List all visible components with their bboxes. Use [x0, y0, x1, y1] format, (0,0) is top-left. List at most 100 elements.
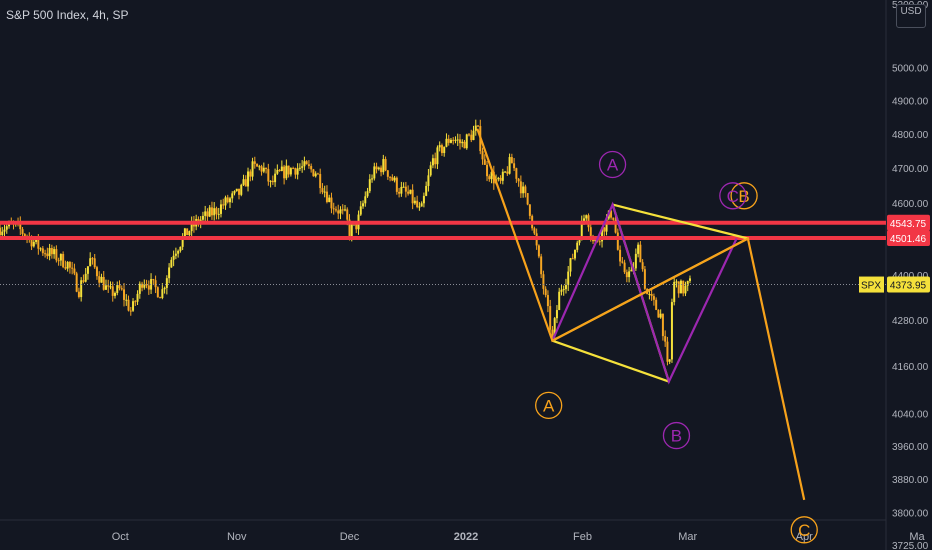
candle-body [578, 240, 581, 243]
currency-label: USD [900, 6, 922, 17]
candle-body [380, 167, 383, 173]
candle-body [673, 281, 676, 303]
candle-body [276, 169, 279, 174]
candle-body [411, 189, 414, 204]
candle-body [449, 139, 452, 143]
candle-body [355, 222, 358, 230]
candle-body [688, 278, 691, 281]
candle-body [682, 280, 685, 294]
candle-body [569, 258, 572, 272]
candle-body [93, 258, 96, 268]
wave-label-circle [730, 182, 758, 210]
candle-body [537, 245, 540, 257]
candle-body [346, 209, 349, 220]
candle-body [576, 242, 579, 250]
candle-body [684, 285, 687, 294]
candle-body [661, 313, 664, 337]
candle-body [219, 204, 222, 214]
candle-body [222, 204, 225, 206]
candle-body [233, 190, 236, 194]
y-tick-label: 4400.00 [892, 271, 929, 282]
candle-body [409, 189, 412, 194]
candle-body [307, 164, 310, 167]
wave-label: A [543, 396, 555, 415]
candle-body [339, 209, 342, 214]
candle-body [129, 310, 132, 312]
candle-body [314, 173, 317, 177]
resistance-price-tag [887, 229, 930, 246]
candle-body [21, 229, 24, 235]
candles [0, 119, 691, 366]
candle-body [391, 177, 394, 181]
candle-body [382, 159, 385, 173]
candle-body [621, 261, 624, 263]
wave-label: C [798, 521, 810, 540]
x-tick-label: 2022 [454, 531, 478, 543]
candle-body [86, 266, 89, 274]
candle-body [675, 281, 678, 283]
candle-body [362, 203, 365, 207]
currency-selector[interactable]: USD [896, 4, 926, 28]
candle-body [98, 276, 101, 283]
candle-body [402, 186, 405, 188]
candle-body [125, 299, 128, 301]
candle-body [132, 301, 135, 311]
candle-body [312, 169, 315, 177]
candle-body [168, 267, 171, 279]
candle-body [206, 211, 209, 217]
candle-body [303, 161, 306, 167]
candle-body [287, 165, 290, 175]
candle-body [655, 299, 658, 310]
candle-body [145, 284, 148, 286]
candle-body [244, 179, 247, 187]
candle-body [348, 219, 351, 237]
candle-body [461, 141, 464, 144]
last-price-tag [887, 276, 930, 293]
candle-body [398, 191, 401, 194]
candle-body [497, 177, 500, 180]
candle-body [258, 166, 261, 168]
candle-body [123, 289, 126, 300]
candle-body [323, 191, 326, 193]
candle-body [526, 193, 529, 205]
candle-body [605, 218, 608, 232]
x-tick-label: Apr [796, 531, 813, 543]
candle-body [161, 289, 164, 298]
candle-body [337, 210, 340, 214]
candle-body [316, 173, 319, 175]
candle-body [468, 134, 471, 136]
candle-body [57, 260, 60, 262]
candle-body [217, 213, 220, 215]
y-tick-label: 3800.00 [892, 509, 929, 520]
x-tick-label: Nov [227, 531, 247, 543]
candle-body [386, 170, 389, 177]
candle-body [637, 244, 640, 254]
candle-body [515, 168, 518, 179]
candle-body [127, 299, 130, 311]
candle-body [73, 268, 76, 274]
candle-body [465, 134, 468, 149]
y-tick-label: 4700.00 [892, 164, 929, 175]
candle-body [186, 228, 189, 236]
purple-wave-drawing [551, 201, 738, 385]
candle-body [0, 227, 1, 236]
candle-body [71, 267, 74, 269]
candle-body [328, 197, 331, 203]
last-price-label: 4373.95 [890, 281, 927, 292]
candle-body [156, 287, 159, 298]
candle-body [292, 168, 295, 170]
candle-body [136, 293, 139, 302]
candle-body [625, 272, 628, 278]
symbol-tag [859, 276, 884, 293]
candle-body [95, 267, 98, 277]
candle-body [64, 267, 67, 269]
candle-body [104, 285, 107, 290]
candle-body [84, 273, 87, 282]
candle-body [404, 186, 407, 192]
candle-body [91, 258, 94, 260]
x-tick-label: Feb [573, 531, 592, 543]
candle-body [616, 232, 619, 250]
candle-body [657, 309, 660, 318]
candle-body [679, 280, 682, 294]
